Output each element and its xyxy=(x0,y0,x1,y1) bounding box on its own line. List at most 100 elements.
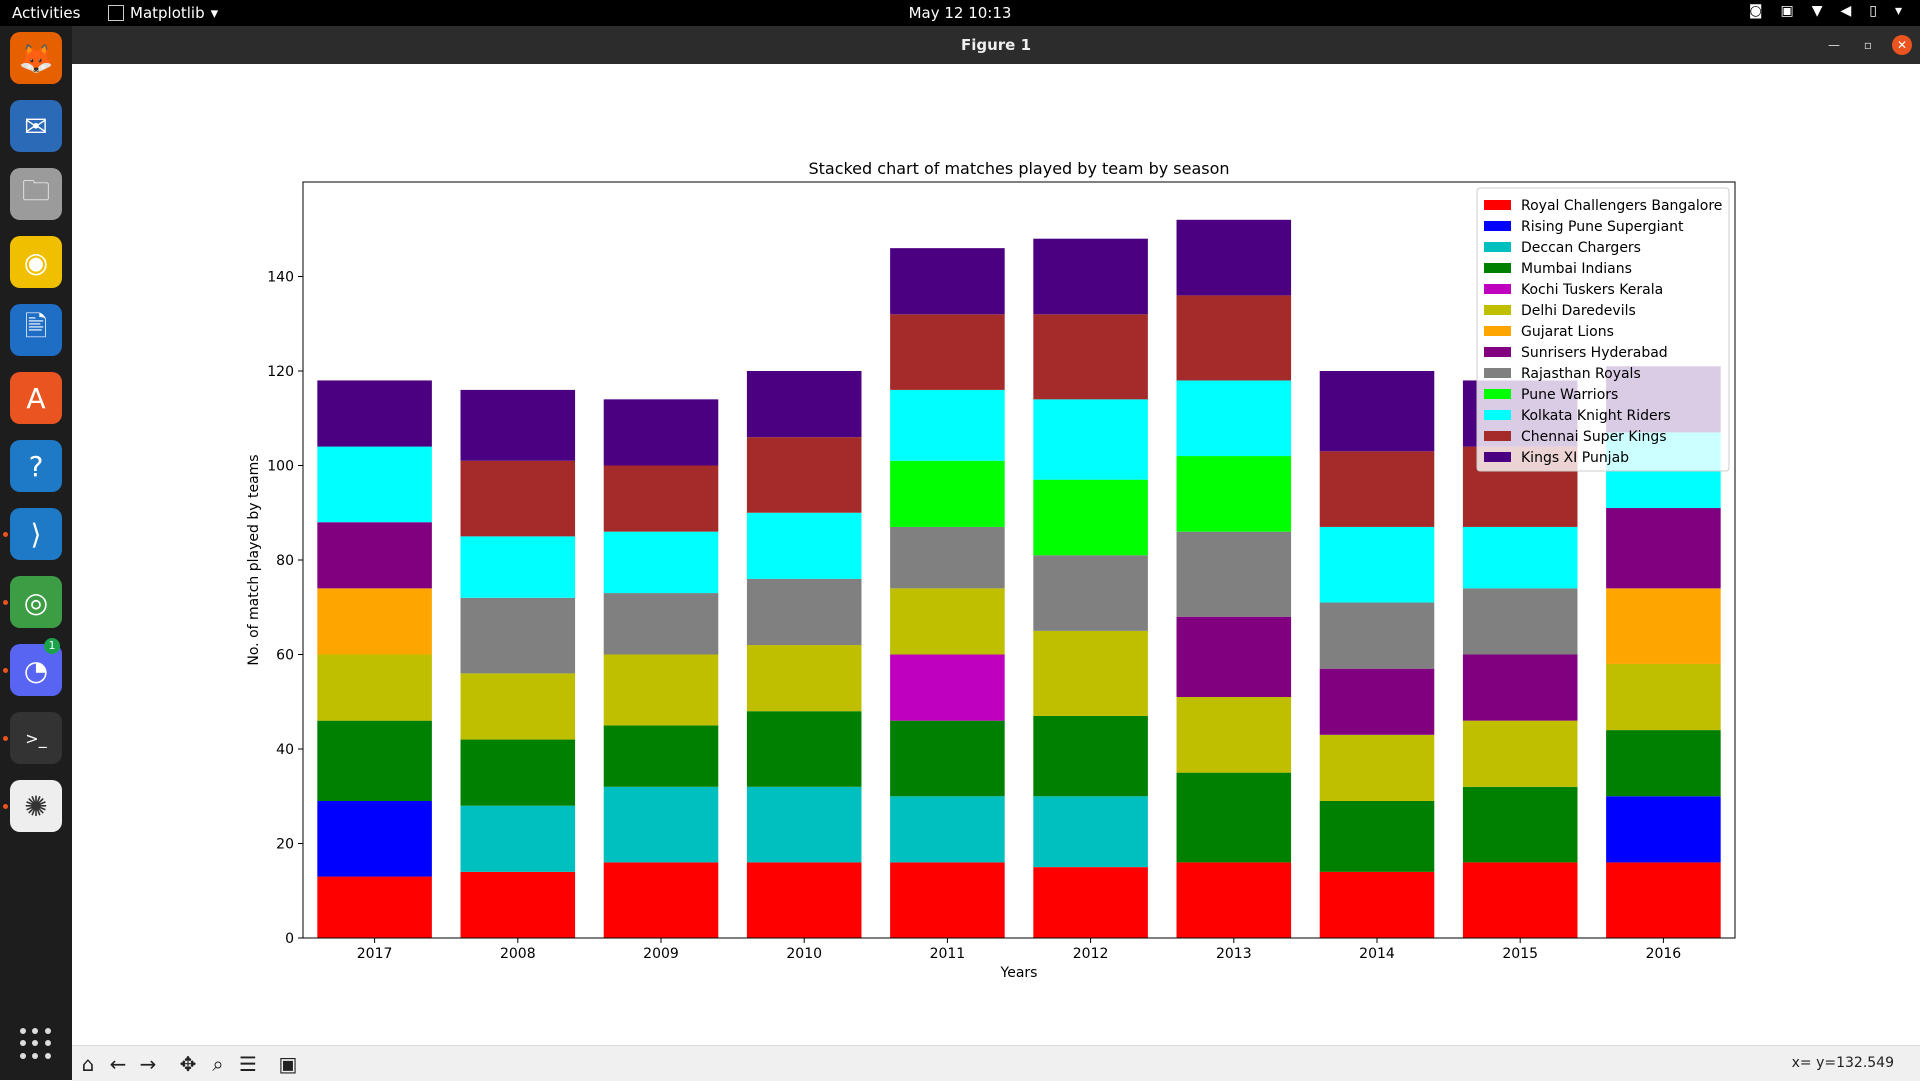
vscode-icon[interactable]: ⟩ xyxy=(10,508,62,560)
legend-label: Kings XI Punjab xyxy=(1521,450,1629,466)
bar-segment xyxy=(1176,772,1292,863)
bar-segment xyxy=(1462,588,1578,655)
thunderbird-icon[interactable]: ✉ xyxy=(10,100,62,152)
bar-segment xyxy=(317,800,432,877)
legend-swatch xyxy=(1484,221,1511,231)
bar-segment xyxy=(1462,862,1578,938)
bar-segment xyxy=(1176,295,1292,381)
chevron-down-icon: ▾ xyxy=(210,4,219,22)
legend-swatch xyxy=(1484,326,1511,336)
matplotlib-app-icon xyxy=(108,5,124,21)
legend-box xyxy=(1476,187,1730,472)
bar-segment xyxy=(460,871,576,938)
y-tick-label: 40 xyxy=(276,742,294,758)
show-applications-icon[interactable] xyxy=(20,1028,52,1060)
bar-segment xyxy=(460,389,576,461)
bar-segment xyxy=(890,314,1005,390)
zoom-tray-icon[interactable]: ▣ xyxy=(1780,3,1794,19)
legend-label: Mumbai Indians xyxy=(1521,261,1632,277)
bar-segment xyxy=(1033,314,1148,400)
window-titlebar[interactable]: Figure 1 — ▫ ✕ xyxy=(72,26,1920,64)
system-tray[interactable]: ◙ ▣ ▼ ◀ ▯ ▾ xyxy=(1749,3,1902,19)
help-icon[interactable]: ? xyxy=(10,440,62,492)
legend-label: Rising Pune Supergiant xyxy=(1521,219,1684,235)
files-icon[interactable]: 🗀 xyxy=(10,168,62,220)
bar-segment xyxy=(890,862,1005,938)
bar-segment xyxy=(1462,786,1578,863)
legend-label: Sunrisers Hyderabad xyxy=(1521,345,1668,361)
maximize-icon[interactable]: ▫ xyxy=(1863,38,1873,52)
close-icon[interactable]: ✕ xyxy=(1892,35,1912,55)
bar-segment xyxy=(317,654,432,721)
y-tick-label: 80 xyxy=(276,553,294,569)
y-axis-label: No. of match played by teams xyxy=(246,454,262,665)
clock[interactable]: May 12 10:13 xyxy=(908,4,1012,22)
legend-swatch xyxy=(1484,368,1511,378)
back-arrow-icon[interactable]: ← xyxy=(109,1052,127,1076)
app-menu[interactable]: Matplotlib ▾ xyxy=(108,4,218,22)
y-tick-label: 140 xyxy=(267,270,294,286)
bar-segment xyxy=(317,720,432,801)
terminal-icon[interactable]: >_ xyxy=(10,712,62,764)
running-indicator xyxy=(3,600,8,605)
coordinate-readout: x= y=132.549 xyxy=(1791,1055,1894,1071)
matplotlib-toolbar: ⌂ ← → ✥ ⌕ ☰ ▣ x= y=132.549 xyxy=(72,1045,1920,1081)
window-title: Figure 1 xyxy=(960,36,1032,54)
bar-segment xyxy=(1606,862,1721,938)
volume-icon[interactable]: ◀ xyxy=(1840,3,1852,19)
app-menu-label: Matplotlib xyxy=(130,4,205,22)
firefox-icon[interactable]: 🦊 xyxy=(10,32,62,84)
bar-segment xyxy=(1319,371,1435,452)
bar-segment xyxy=(1033,715,1148,797)
running-indicator xyxy=(3,532,8,537)
save-icon[interactable]: ▣ xyxy=(278,1052,298,1076)
legend-swatch xyxy=(1484,431,1511,441)
bar-segment xyxy=(1176,456,1292,532)
legend-label: Royal Challengers Bangalore xyxy=(1521,198,1722,214)
bar-segment xyxy=(1033,867,1148,938)
battery-icon[interactable]: ▯ xyxy=(1869,3,1877,19)
bar-segment xyxy=(890,796,1005,863)
discord-tray-icon[interactable]: ◙ xyxy=(1748,3,1763,19)
bar-segment xyxy=(746,711,862,787)
minimize-icon[interactable]: — xyxy=(1828,38,1840,52)
matplotlib-icon[interactable]: ✺ xyxy=(10,780,62,832)
bar-segment xyxy=(1033,399,1148,480)
legend-swatch xyxy=(1484,242,1511,252)
writer-icon[interactable]: 🖹 xyxy=(10,304,62,356)
bar-segment xyxy=(603,786,719,863)
x-tick-label: 2014 xyxy=(1359,946,1395,962)
bar-segment xyxy=(1319,668,1435,735)
rhythmbox-icon[interactable]: ◉ xyxy=(10,236,62,288)
figure-canvas[interactable]: Stacked chart of matches played by team … xyxy=(72,64,1920,1045)
forward-arrow-icon[interactable]: → xyxy=(139,1052,157,1076)
bar-segment xyxy=(460,805,576,872)
bar-segment xyxy=(1176,219,1292,296)
y-tick-label: 120 xyxy=(267,364,294,380)
legend-swatch xyxy=(1484,347,1511,357)
chrome-icon[interactable]: ◎ xyxy=(10,576,62,628)
configure-subplots-icon[interactable]: ☰ xyxy=(239,1052,257,1076)
software-icon[interactable]: A xyxy=(10,372,62,424)
legend-label: Gujarat Lions xyxy=(1521,324,1614,340)
bar-segment xyxy=(1176,380,1292,457)
x-axis-label: Years xyxy=(1000,965,1038,981)
bar-segment xyxy=(1033,555,1148,631)
chevron-down-icon[interactable]: ▾ xyxy=(1894,3,1902,19)
bar-segment xyxy=(890,248,1005,315)
x-tick-label: 2010 xyxy=(786,946,822,962)
x-tick-label: 2011 xyxy=(930,946,966,962)
bar-segment xyxy=(746,645,862,712)
bar-segment xyxy=(1033,796,1148,868)
pan-icon[interactable]: ✥ xyxy=(179,1052,197,1076)
bar-segment xyxy=(460,536,576,598)
zoom-icon[interactable]: ⌕ xyxy=(212,1052,224,1076)
wifi-icon[interactable]: ▼ xyxy=(1811,3,1823,19)
legend-swatch xyxy=(1484,200,1511,210)
clock-container: May 12 10:13 xyxy=(0,4,1920,22)
y-tick-label: 0 xyxy=(285,931,294,947)
home-icon[interactable]: ⌂ xyxy=(81,1052,95,1076)
activities-button[interactable]: Activities xyxy=(12,4,81,22)
running-indicator xyxy=(3,804,8,809)
bar-segment xyxy=(603,654,719,726)
